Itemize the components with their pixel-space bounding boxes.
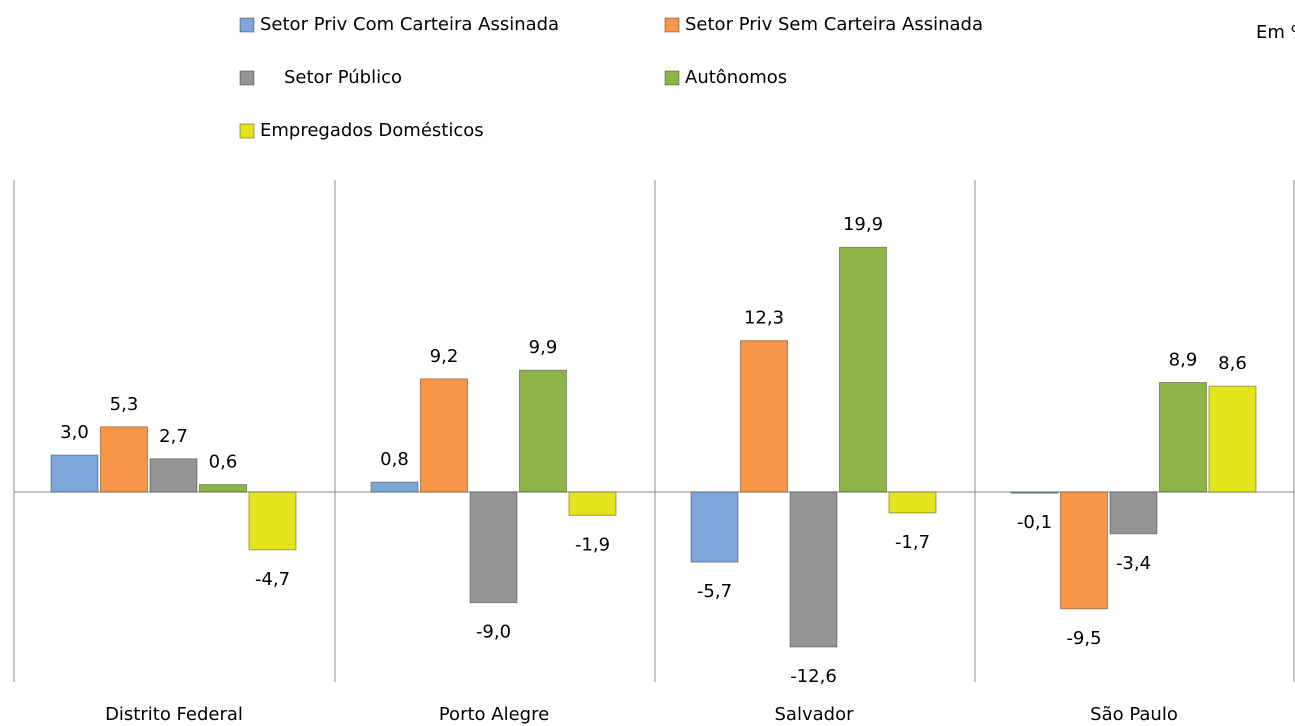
bar	[50, 454, 99, 493]
bar	[420, 378, 468, 493]
data-label: -1,7	[895, 532, 930, 553]
x-tick-label: Salvador	[775, 704, 855, 725]
data-label: 3,0	[60, 422, 89, 443]
legend-label: Autônomos	[685, 67, 787, 88]
data-label: 12,3	[744, 308, 784, 329]
x-tick-label: São Paulo	[1090, 704, 1178, 725]
bar	[740, 340, 788, 493]
bar	[1109, 491, 1158, 535]
bar	[1208, 385, 1257, 493]
legend-swatch	[239, 123, 255, 139]
bar	[100, 426, 148, 493]
data-label: 8,9	[1169, 350, 1198, 371]
bar	[888, 491, 937, 514]
data-label: -12,6	[790, 666, 837, 687]
bar	[690, 491, 739, 563]
data-label: -3,4	[1116, 553, 1151, 574]
data-label: 0,6	[209, 452, 238, 473]
data-label: -0,1	[1017, 512, 1052, 533]
bar	[1010, 491, 1059, 494]
legend-label: Setor Priv Com Carteira Assinada	[260, 14, 559, 35]
data-label: 19,9	[843, 214, 883, 235]
data-label: 2,7	[159, 426, 188, 447]
bar	[789, 491, 838, 648]
data-label: 9,2	[430, 346, 459, 367]
unit-annotation: Em %	[1256, 22, 1295, 43]
data-label: 5,3	[110, 394, 139, 415]
bar	[519, 369, 567, 493]
legend-swatch	[239, 70, 255, 86]
bar	[568, 491, 617, 516]
bar	[149, 458, 198, 493]
legend-label: Setor Priv Sem Carteira Assinada	[685, 14, 983, 35]
x-tick-label: Distrito Federal	[105, 704, 243, 725]
bar	[469, 491, 518, 604]
data-label: 8,6	[1218, 353, 1247, 374]
data-label: -4,7	[255, 569, 290, 590]
x-tick-label: Porto Alegre	[439, 704, 549, 725]
data-label: -9,0	[476, 622, 511, 643]
data-label: 9,9	[529, 337, 558, 358]
legend-label: Empregados Domésticos	[260, 120, 484, 141]
data-label: 0,8	[380, 449, 409, 470]
bar	[1060, 491, 1108, 610]
bar	[248, 491, 297, 551]
legend-swatch	[664, 17, 680, 33]
bar	[1159, 382, 1207, 493]
data-label: -9,5	[1066, 628, 1101, 649]
bar	[839, 246, 887, 493]
legend-swatch	[239, 17, 255, 33]
bar	[199, 484, 247, 493]
legend-swatch	[664, 70, 680, 86]
legend-label: Setor Público	[284, 67, 402, 88]
data-label: -1,9	[575, 534, 610, 555]
data-label: -5,7	[697, 581, 732, 602]
bar	[370, 481, 419, 493]
